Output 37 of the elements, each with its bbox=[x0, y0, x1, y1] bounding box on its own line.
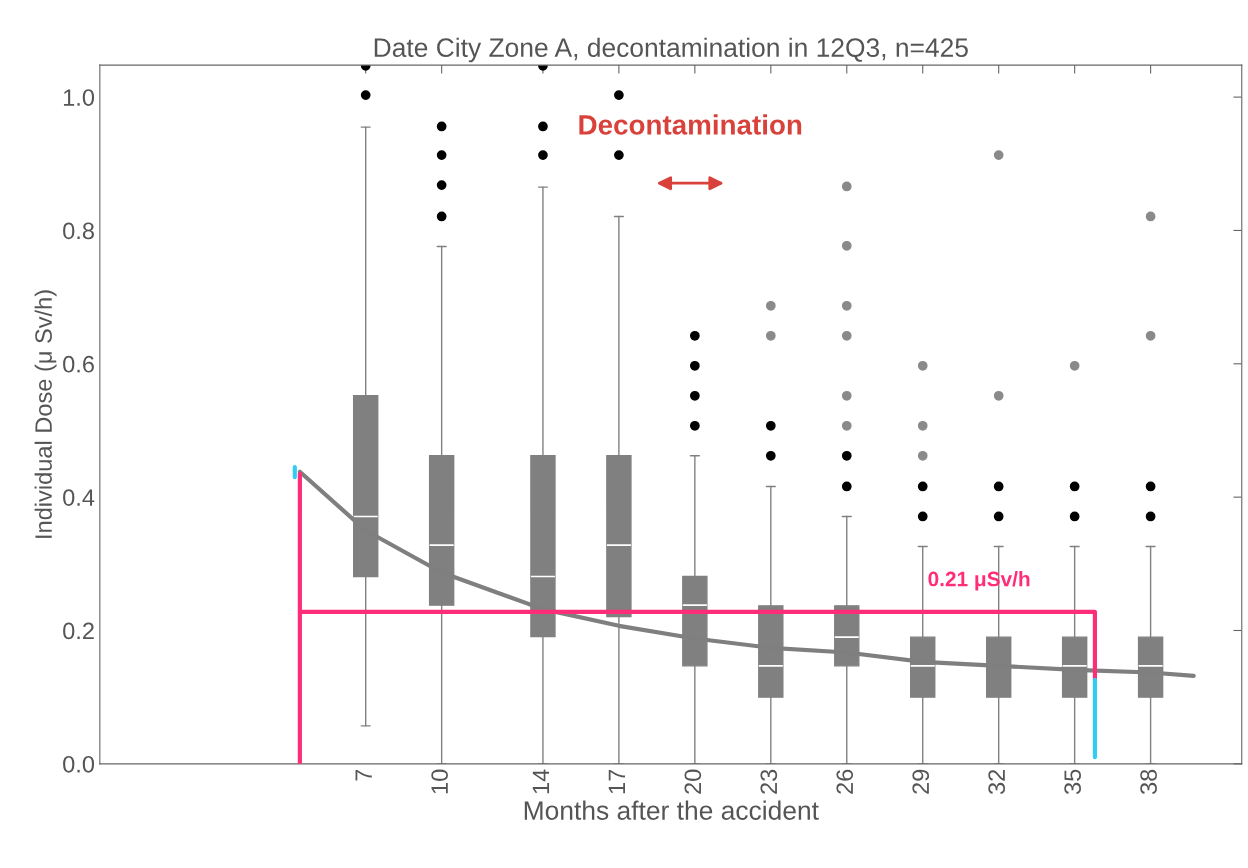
y-tick-label: 1.0 bbox=[63, 89, 95, 106]
point bbox=[993, 390, 1004, 401]
point bbox=[1145, 211, 1156, 222]
annotation: Decontamination bbox=[579, 114, 802, 135]
point bbox=[841, 240, 852, 251]
point bbox=[765, 300, 776, 311]
x-tick-label: 32 bbox=[988, 769, 1006, 795]
x-tick-label: 14 bbox=[532, 769, 550, 794]
point bbox=[1145, 330, 1156, 341]
chart-title: Date City Zone A, decontamination in 12Q3, n=425 bbox=[374, 37, 968, 63]
y-tick-label: 0.6 bbox=[63, 355, 94, 373]
x-tick-label: 17 bbox=[608, 769, 625, 794]
x-tick-label: 35 bbox=[1064, 769, 1081, 795]
x-axis-title: Months after the accident bbox=[524, 800, 819, 820]
y-tick-label: 0.0 bbox=[63, 755, 95, 773]
point bbox=[765, 330, 776, 341]
y-tick-label: 0.8 bbox=[63, 222, 94, 240]
x-tick-label: 26 bbox=[836, 769, 854, 794]
y-axis-title: Individual Dose (μ Sv/h) bbox=[34, 290, 57, 538]
point bbox=[917, 420, 928, 431]
point bbox=[841, 181, 852, 192]
point bbox=[841, 390, 852, 401]
point bbox=[841, 330, 852, 341]
x-tick-label: 38 bbox=[1140, 769, 1157, 795]
x-tick-label: 7 bbox=[355, 769, 372, 781]
point bbox=[993, 150, 1004, 160]
x-tick-label: 20 bbox=[684, 769, 702, 794]
x-tick-label: 10 bbox=[431, 769, 448, 794]
x-tick-label: 23 bbox=[760, 769, 778, 794]
point bbox=[841, 300, 852, 311]
point bbox=[841, 420, 852, 431]
x-tick-label: 29 bbox=[912, 769, 930, 794]
y-tick-label: 0.4 bbox=[63, 489, 95, 506]
y-tick-label: 0.2 bbox=[63, 622, 94, 640]
point bbox=[917, 450, 928, 461]
point bbox=[917, 360, 928, 371]
point bbox=[1069, 360, 1080, 371]
